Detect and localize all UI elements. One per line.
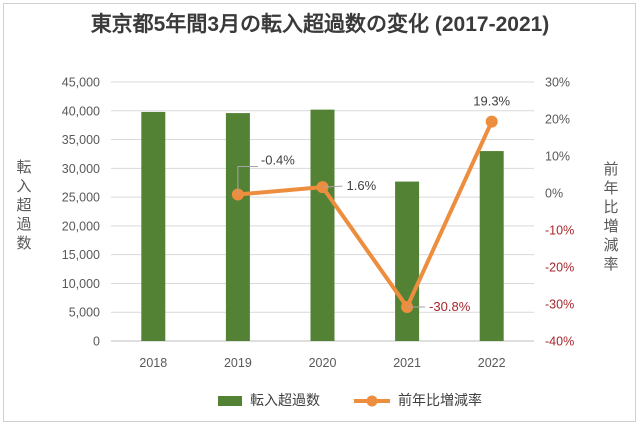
rate-data-label: -0.4% bbox=[261, 152, 295, 167]
combo-chart: 東京都5年間3月の転入超過数の変化 (2017-2021) -0.4%1.6%-… bbox=[16, 12, 618, 408]
bar bbox=[141, 111, 166, 341]
y2-axis-title-char: 増 bbox=[603, 218, 618, 235]
y2-axis-title-char: 率 bbox=[603, 256, 618, 273]
legend: 転入超過数 前年比増減率 bbox=[218, 392, 482, 408]
y2-axis-title-char: 減 bbox=[603, 237, 618, 254]
y-tick-label: 0 bbox=[93, 335, 100, 349]
y-tick-label: 15,000 bbox=[62, 248, 100, 262]
y2-tick-label: 0% bbox=[545, 187, 563, 201]
y-axis-title-char: 数 bbox=[16, 235, 31, 252]
bar-series bbox=[141, 109, 504, 341]
rate-line bbox=[235, 119, 494, 309]
x-tick-label: 2019 bbox=[224, 356, 252, 370]
line-series: -0.4% 1.6% -30.8% 19.3% bbox=[231, 94, 511, 314]
y-tick-label: 10,000 bbox=[62, 277, 100, 291]
x-axis-ticks: 2018 2019 2020 2021 2022 bbox=[139, 356, 505, 370]
y-tick-label: 5,000 bbox=[69, 306, 100, 320]
x-tick-label: 2020 bbox=[309, 356, 337, 370]
y2-axis-title-char: 年 bbox=[603, 180, 618, 197]
y2-tick-label: 10% bbox=[545, 150, 570, 164]
y2-tick-label: -30% bbox=[545, 298, 574, 312]
y2-axis-title-char: 比 bbox=[603, 199, 618, 216]
x-tick-label: 2018 bbox=[139, 356, 167, 370]
y-tick-label: 35,000 bbox=[62, 133, 100, 147]
y-axis-title-char: 入 bbox=[16, 178, 31, 195]
x-tick-label: 2022 bbox=[478, 356, 506, 370]
rate-data-label: 19.3% bbox=[473, 94, 510, 109]
chart-frame: 東京都5年間3月の転入超過数の変化 (2017-2021) -0.4% 1.6% -… bbox=[3, 3, 636, 422]
rate-data-label: -30.8% bbox=[429, 299, 471, 314]
y2-tick-label: -10% bbox=[545, 224, 574, 238]
bar bbox=[225, 113, 250, 341]
y2-tick-label: -20% bbox=[545, 261, 574, 275]
bar bbox=[310, 109, 335, 341]
chart-title: 東京都5年間3月の転入超過数の変化 (2017-2021) bbox=[91, 12, 550, 36]
y-axis-title-char: 転 bbox=[16, 159, 31, 176]
right-axis-ticks: -40% -30% -20% -10% 0% 10% 20% 30% bbox=[545, 76, 574, 349]
bar bbox=[479, 151, 504, 341]
data-label-leader bbox=[322, 185, 343, 188]
y-axis-title-char: 超 bbox=[16, 197, 31, 214]
legend-bar-label: 転入超過数 bbox=[250, 392, 320, 408]
y2-tick-label: -40% bbox=[545, 335, 574, 349]
legend-line-marker bbox=[366, 395, 378, 407]
x-tick-label: 2021 bbox=[393, 356, 421, 370]
legend-line-label: 前年比増減率 bbox=[398, 392, 482, 408]
left-axis-ticks: 0 5,000 10,000 15,000 20,000 25,000 30,000 35,0… bbox=[62, 76, 100, 349]
y-tick-label: 40,000 bbox=[62, 104, 100, 118]
bar bbox=[395, 181, 420, 341]
left-axis-title: 転入超過数 bbox=[16, 159, 31, 252]
y2-tick-label: 30% bbox=[545, 76, 570, 90]
y2-tick-label: 20% bbox=[545, 113, 570, 127]
y-tick-label: 30,000 bbox=[62, 162, 100, 176]
y-tick-label: 25,000 bbox=[62, 191, 100, 205]
legend-bar-swatch bbox=[218, 396, 242, 406]
right-axis-title: 前年比増減率 bbox=[603, 161, 618, 273]
y-tick-label: 20,000 bbox=[62, 219, 100, 233]
rate-point bbox=[485, 115, 498, 128]
data-label-leader bbox=[237, 165, 258, 195]
y-tick-label: 45,000 bbox=[62, 76, 100, 90]
y-axis-title-char: 過 bbox=[16, 216, 31, 233]
y2-axis-title-char: 前 bbox=[603, 161, 618, 178]
rate-data-label: 1.6% bbox=[347, 178, 377, 193]
